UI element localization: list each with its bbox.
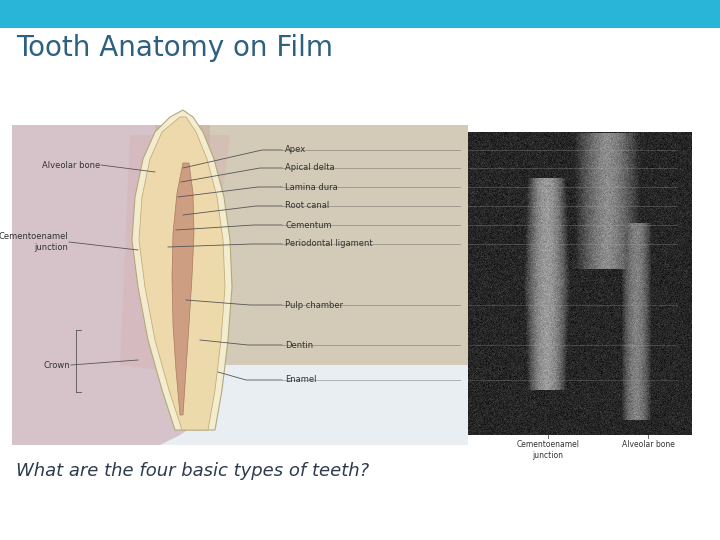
Polygon shape — [12, 125, 210, 445]
Text: Alveolar bone: Alveolar bone — [621, 440, 675, 449]
Text: Root canal: Root canal — [285, 201, 329, 211]
Text: Dentin: Dentin — [285, 341, 313, 349]
Polygon shape — [132, 110, 232, 430]
Polygon shape — [155, 125, 468, 365]
Text: Apex: Apex — [285, 145, 306, 154]
Text: Cementoenamel
junction: Cementoenamel junction — [0, 232, 68, 252]
Text: Alveolar bone: Alveolar bone — [42, 160, 100, 170]
Bar — [0, 0, 720, 28]
Text: Pulp chamber: Pulp chamber — [285, 300, 343, 309]
Text: What are the four basic types of teeth?: What are the four basic types of teeth? — [16, 462, 369, 480]
Text: Tooth Anatomy on Film: Tooth Anatomy on Film — [16, 34, 333, 62]
Text: Lamina dura: Lamina dura — [285, 183, 338, 192]
Polygon shape — [172, 163, 194, 415]
Text: Cementoenamel
junction: Cementoenamel junction — [516, 440, 580, 460]
Text: Crown: Crown — [43, 361, 70, 369]
Text: Apical delta: Apical delta — [285, 164, 335, 172]
Polygon shape — [120, 135, 230, 375]
Text: Periodontal ligament: Periodontal ligament — [285, 240, 373, 248]
Polygon shape — [139, 117, 225, 430]
Bar — [12, 125, 468, 445]
Text: Enamel: Enamel — [285, 375, 317, 384]
Text: Cementum: Cementum — [285, 220, 332, 230]
